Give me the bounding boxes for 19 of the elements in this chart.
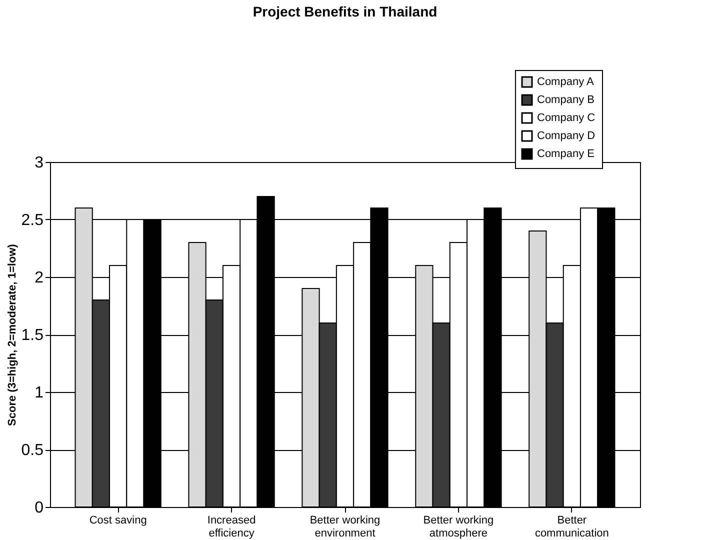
- y-axis-title: Score (3=high, 2=moderate, 1=low): [6, 244, 18, 426]
- legend-label: Company B: [537, 94, 594, 106]
- legend-label: Company C: [537, 112, 596, 124]
- y-tick-label: 1: [34, 384, 44, 402]
- x-tick-label: Better working environment: [310, 514, 380, 540]
- y-tick-label: 2: [34, 270, 44, 286]
- y-tick-label: 1.5: [21, 327, 44, 344]
- legend-label: Company A: [537, 76, 595, 88]
- legend-label: Company E: [537, 148, 594, 160]
- x-tick-label: Increased efficiency: [207, 514, 256, 540]
- x-tick-label: Better working atmosphere: [423, 514, 494, 540]
- y-tick-label: 0.5: [21, 442, 44, 459]
- legend-label: Company D: [537, 130, 596, 142]
- x-tick-label: Cost saving: [89, 514, 147, 526]
- y-tick-label: 3: [34, 154, 44, 172]
- chart-title: Project Benefits in Thailand: [252, 4, 438, 20]
- y-tick-label: 2.5: [21, 212, 44, 229]
- x-tick-label: Better communication: [534, 514, 609, 540]
- y-tick-label: 0: [34, 500, 44, 516]
